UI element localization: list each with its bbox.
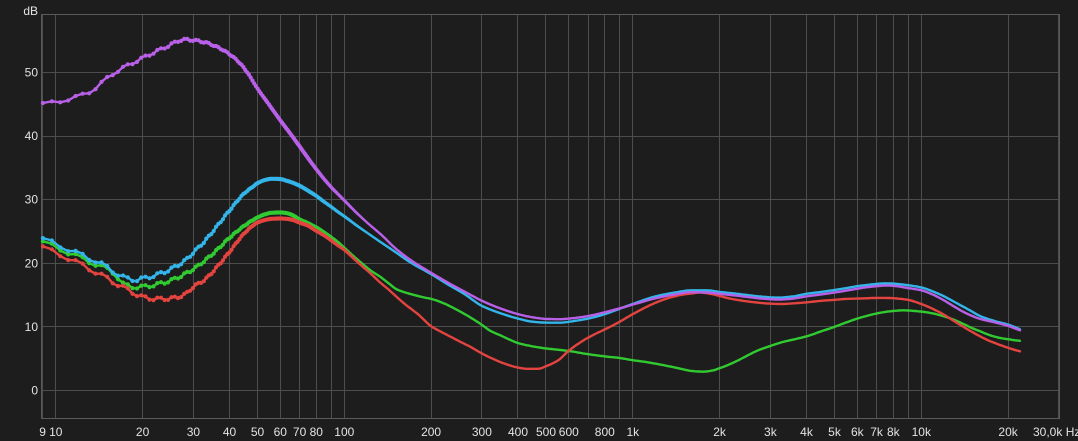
svg-text:50: 50 <box>25 66 39 80</box>
svg-text:30: 30 <box>187 425 201 439</box>
svg-text:30,0k Hz: 30,0k Hz <box>1033 425 1078 439</box>
svg-text:100: 100 <box>334 425 354 439</box>
svg-text:400: 400 <box>508 425 528 439</box>
svg-text:8k: 8k <box>887 425 901 439</box>
svg-text:50: 50 <box>251 425 265 439</box>
svg-text:200: 200 <box>421 425 441 439</box>
svg-text:800: 800 <box>595 425 615 439</box>
svg-text:30: 30 <box>25 193 39 207</box>
svg-text:10: 10 <box>25 320 39 334</box>
svg-text:5k: 5k <box>828 425 842 439</box>
svg-text:40: 40 <box>25 129 39 143</box>
svg-text:3k: 3k <box>764 425 778 439</box>
svg-text:600: 600 <box>559 425 579 439</box>
svg-text:7k: 7k <box>870 425 884 439</box>
svg-text:20k: 20k <box>998 425 1018 439</box>
svg-text:6k: 6k <box>851 425 865 439</box>
svg-text:10: 10 <box>49 425 63 439</box>
svg-text:dB: dB <box>23 4 38 18</box>
svg-text:9: 9 <box>39 425 46 439</box>
svg-text:2k: 2k <box>713 425 727 439</box>
svg-text:40: 40 <box>223 425 237 439</box>
svg-text:4k: 4k <box>800 425 814 439</box>
svg-text:1k: 1k <box>626 425 640 439</box>
svg-text:500: 500 <box>536 425 556 439</box>
svg-text:300: 300 <box>472 425 492 439</box>
svg-text:20: 20 <box>25 256 39 270</box>
svg-text:20: 20 <box>136 425 150 439</box>
svg-text:70: 70 <box>293 425 307 439</box>
svg-text:10k: 10k <box>912 425 932 439</box>
svg-text:60: 60 <box>274 425 288 439</box>
svg-text:0: 0 <box>31 383 38 397</box>
svg-text:80: 80 <box>310 425 324 439</box>
